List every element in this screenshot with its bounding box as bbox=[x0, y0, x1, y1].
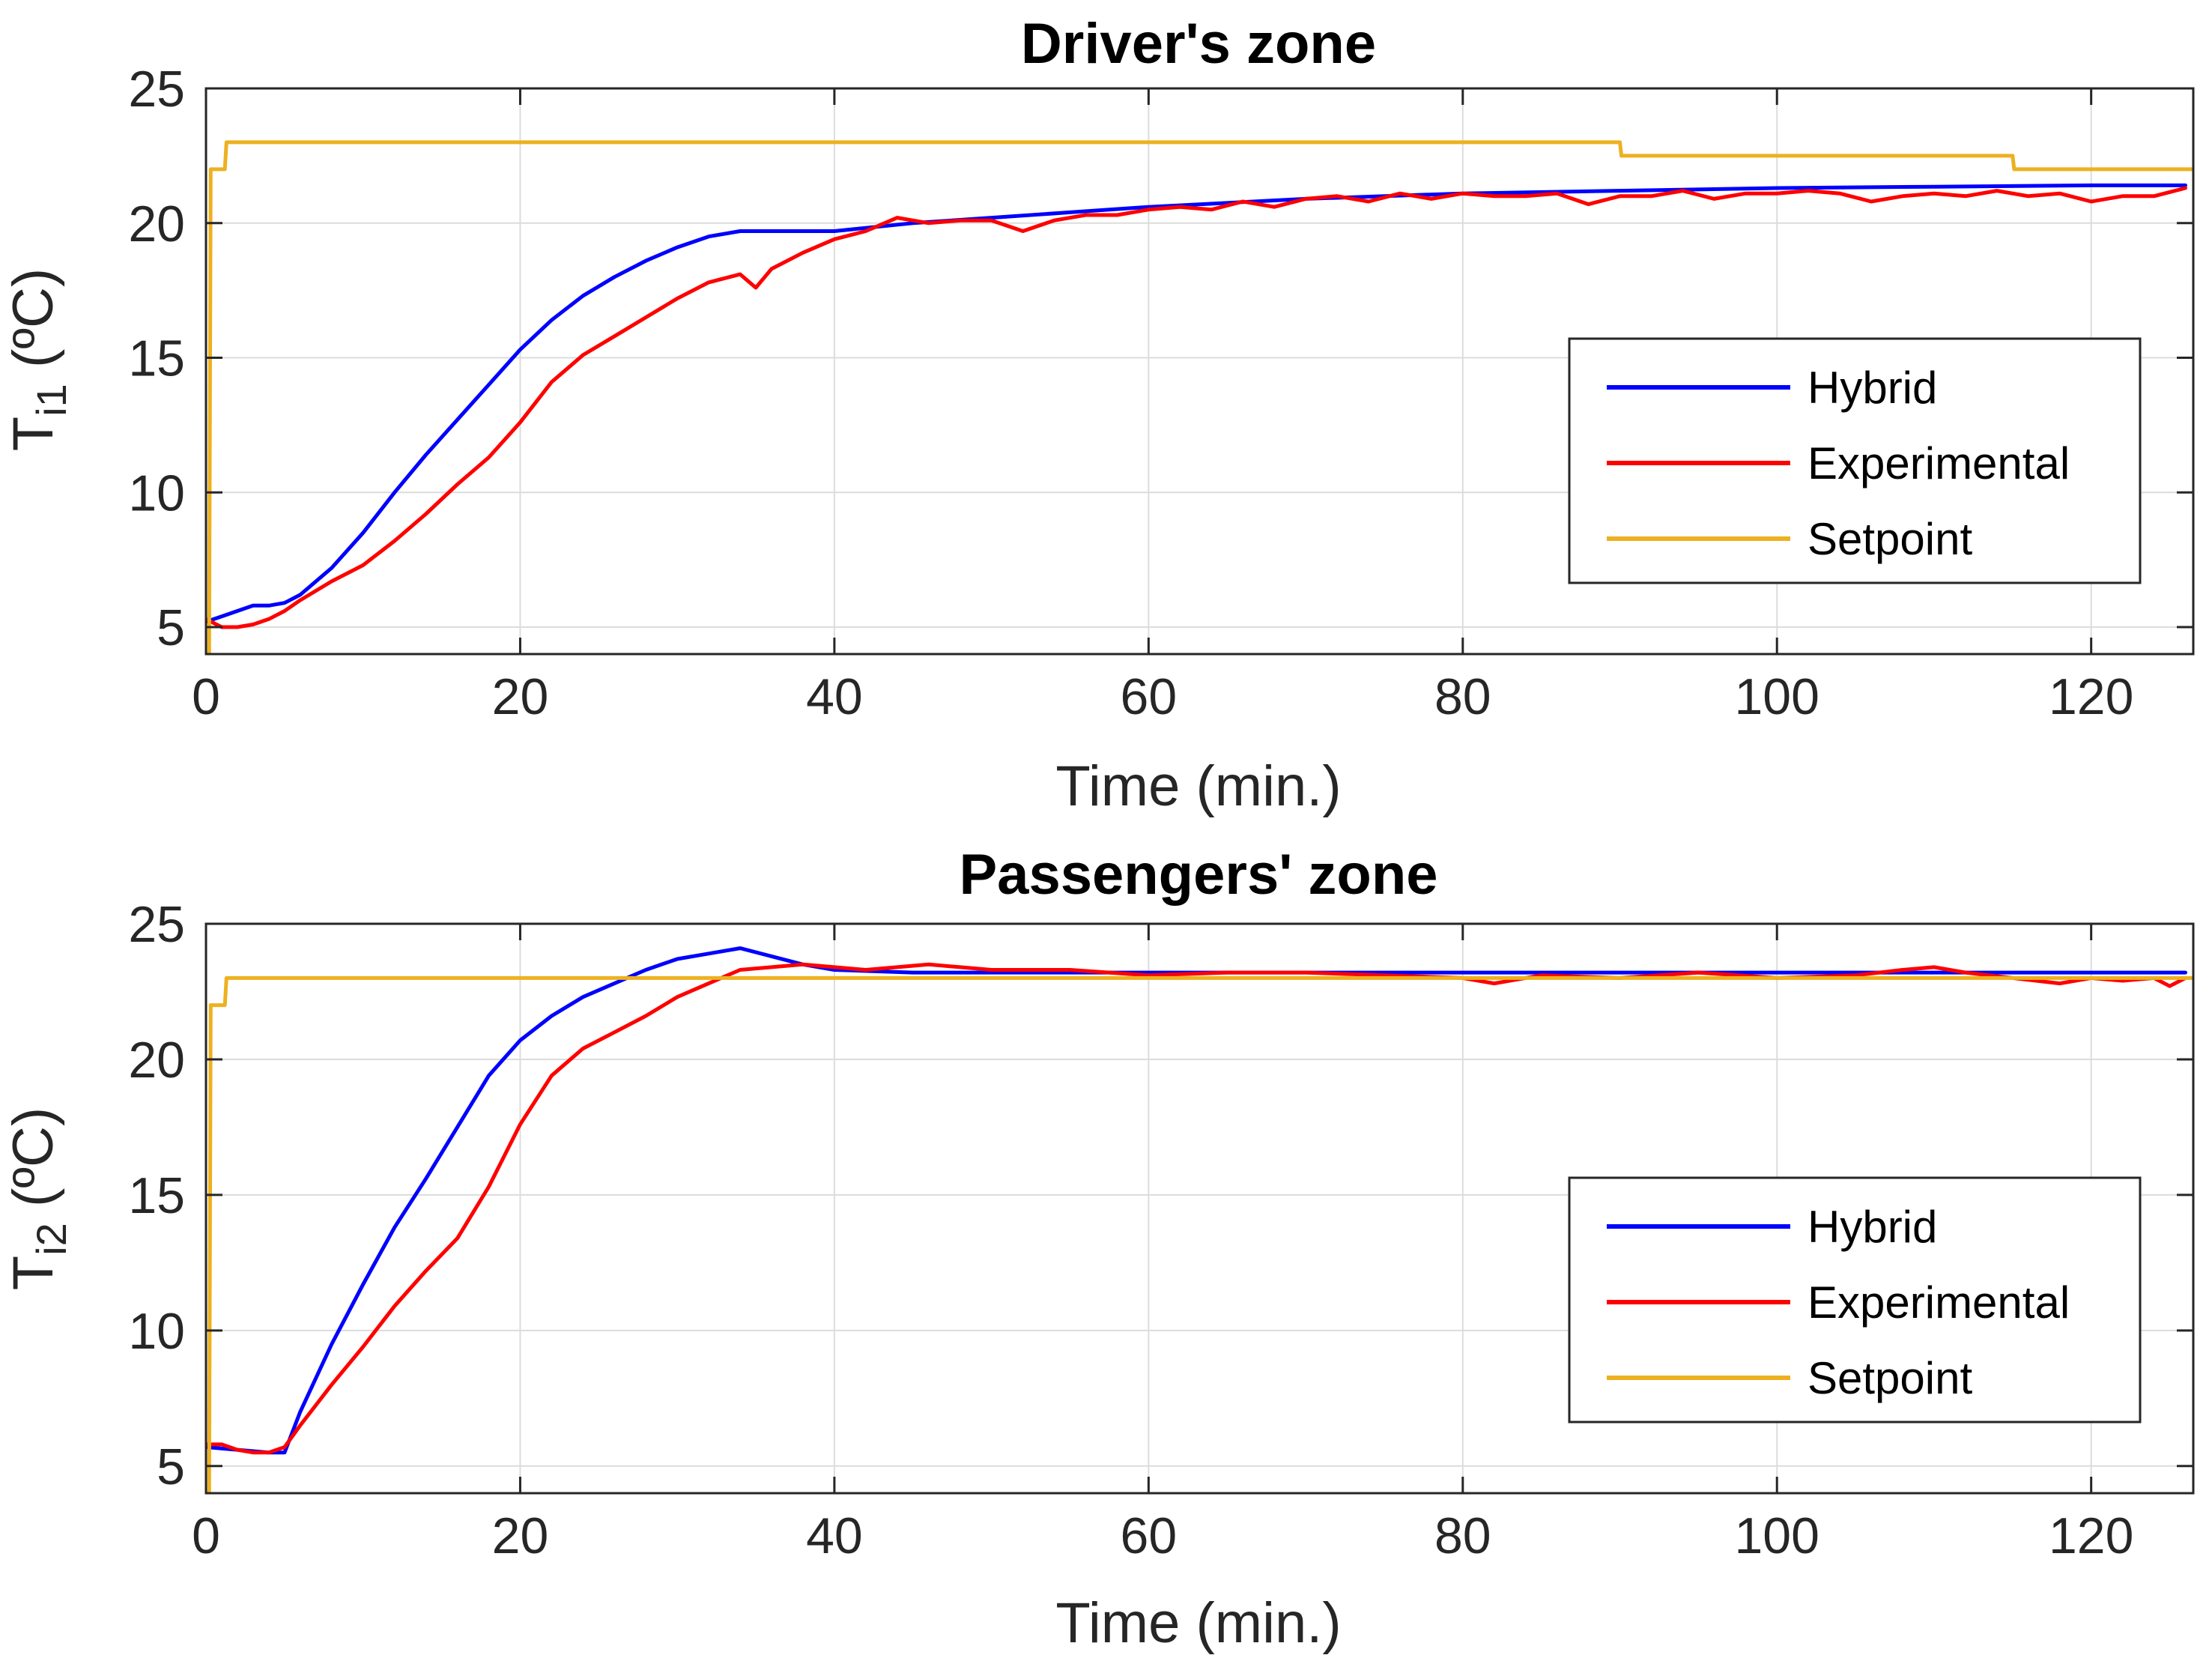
y-tick-label: 25 bbox=[128, 896, 185, 953]
legend-label-experimental: Experimental bbox=[1808, 438, 2070, 488]
y-axis-label-subscript: i2 bbox=[28, 1223, 75, 1256]
chart-title: Passengers' zone bbox=[959, 843, 1437, 907]
plot-area bbox=[206, 946, 2193, 1493]
series-line-setpoint bbox=[206, 140, 2193, 654]
y-axis-label-main: T bbox=[1, 1256, 65, 1290]
x-tick-label: 80 bbox=[1434, 1507, 1491, 1564]
y-axis-label: Ti1 (ºC) bbox=[1, 268, 75, 451]
chart-title: Driver's zone bbox=[1021, 12, 1376, 76]
axes-box bbox=[204, 922, 2195, 1495]
x-axis-label: Time (min.) bbox=[1055, 754, 1341, 818]
series-line-setpoint bbox=[206, 975, 2193, 1493]
series-line-experimental bbox=[206, 186, 2187, 629]
x-tick-label: 20 bbox=[492, 668, 549, 725]
y-axis-label-main: T bbox=[1, 417, 65, 451]
x-axis-label: Time (min.) bbox=[1055, 1591, 1341, 1655]
legend: Hybrid Experimental Setpoint bbox=[1568, 1176, 2142, 1424]
y-axis-label-subscript: i1 bbox=[28, 384, 75, 417]
legend-label-hybrid: Hybrid bbox=[1808, 363, 1937, 413]
axis-ticks: 0 20 40 60 80 100 120 5 10 15 20 25 bbox=[128, 61, 2193, 725]
legend-label-setpoint: Setpoint bbox=[1808, 1353, 1972, 1403]
x-tick-label: 60 bbox=[1121, 1507, 1178, 1564]
x-tick-label: 40 bbox=[806, 668, 863, 725]
x-tick-label: 20 bbox=[492, 1507, 549, 1564]
x-tick-label: 0 bbox=[192, 668, 220, 725]
legend: Hybrid Experimental Setpoint bbox=[1568, 337, 2142, 584]
x-tick-label: 100 bbox=[1734, 668, 1819, 725]
series-line-hybrid bbox=[206, 946, 2187, 1455]
legend-label-hybrid: Hybrid bbox=[1808, 1202, 1937, 1252]
x-tick-label: 0 bbox=[192, 1507, 220, 1564]
y-tick-label: 15 bbox=[128, 1167, 185, 1224]
x-tick-label: 120 bbox=[2049, 1507, 2133, 1564]
y-tick-label: 10 bbox=[128, 1303, 185, 1360]
passengers-zone-subplot: Passengers' zone 0 20 40 60 80 100 120 5 10 15 20 2… bbox=[1, 843, 2195, 1655]
y-tick-label: 5 bbox=[157, 1438, 185, 1495]
x-tick-label: 80 bbox=[1434, 668, 1491, 725]
y-tick-label: 5 bbox=[157, 599, 185, 656]
series-line-hybrid bbox=[206, 183, 2187, 624]
legend-label-setpoint: Setpoint bbox=[1808, 514, 1972, 564]
axis-ticks: 0 20 40 60 80 100 120 5 10 15 20 25 bbox=[128, 896, 2193, 1564]
y-tick-label: 25 bbox=[128, 61, 185, 118]
x-tick-label: 100 bbox=[1734, 1507, 1819, 1564]
y-axis-label: Ti2 (ºC) bbox=[1, 1107, 75, 1290]
x-tick-label: 120 bbox=[2049, 668, 2133, 725]
axes-box bbox=[204, 87, 2195, 656]
driver-zone-subplot: Driver's zone 0 20 40 60 80 100 120 5 10 15 20 25 T… bbox=[1, 12, 2195, 818]
plot-area bbox=[206, 140, 2193, 654]
y-axis-label-unit: (ºC) bbox=[1, 268, 65, 384]
series-line-experimental bbox=[206, 962, 2187, 1455]
legend-label-experimental: Experimental bbox=[1808, 1277, 2070, 1328]
x-tick-label: 40 bbox=[806, 1507, 863, 1564]
y-tick-label: 15 bbox=[128, 330, 185, 387]
y-tick-label: 10 bbox=[128, 465, 185, 521]
y-axis-label-unit: (ºC) bbox=[1, 1107, 65, 1223]
y-tick-label: 20 bbox=[128, 1032, 185, 1089]
x-tick-label: 60 bbox=[1121, 668, 1178, 725]
y-tick-label: 20 bbox=[128, 196, 185, 252]
